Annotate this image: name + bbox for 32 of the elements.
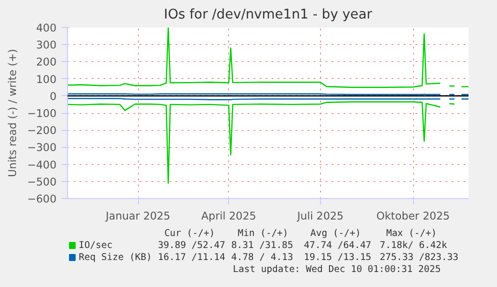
y-tick-label: −400 (27, 158, 57, 172)
text: Last update: Wed Dec 10 01:00:31 2025 (232, 264, 441, 275)
text: 39.89 /52.47 (158, 240, 226, 251)
x-tick-label: April 2025 (201, 210, 256, 222)
text: Max (-/+) (386, 228, 437, 239)
y-tick-label: −500 (27, 175, 57, 188)
text: 19.15 /13.15 (304, 252, 372, 263)
y-tick-label: 400 (36, 22, 57, 34)
y-tick-label: 200 (36, 56, 57, 69)
text: 47.74 /64.47 (304, 240, 372, 251)
text: 7.18k/ 6.42k (380, 240, 448, 251)
x-tick-label: Juli 2025 (296, 210, 344, 222)
chart-title: IOs for /dev/nvme1n1 - by year (164, 8, 373, 22)
legend-label: IO/sec (78, 240, 112, 251)
text: Min (-/+) (238, 228, 288, 239)
text: Cur (-/+) (164, 228, 215, 239)
y-tick-label: 0 (50, 90, 57, 103)
y-axis-title: Units read (-) / write (+) (6, 49, 20, 177)
y-tick-label: −600 (27, 192, 57, 206)
x-tick-label: Oktober 2025 (376, 210, 450, 222)
y-tick-label: 100 (36, 72, 57, 86)
y-tick-label: 300 (36, 38, 57, 52)
text: 275.33 /823.33 (380, 252, 458, 263)
text: 8.31 /31.85 (231, 240, 294, 251)
legend-label: Req Size (KB) (78, 252, 152, 263)
text: Avg (-/+) (310, 228, 361, 239)
x-tick-label: Januar 2025 (104, 210, 170, 222)
y-tick-label: −300 (27, 141, 57, 154)
y-tick-label: −200 (27, 124, 57, 138)
y-tick-label: −100 (27, 107, 57, 120)
text: 16.17 /11.14 (158, 252, 226, 263)
text: 4.78 / 4.13 (231, 252, 294, 263)
